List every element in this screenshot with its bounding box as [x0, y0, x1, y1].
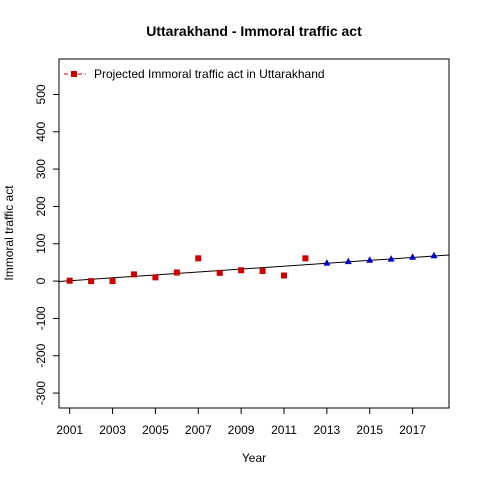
data-point-square [302, 255, 309, 262]
x-tick-label: 2013 [314, 423, 341, 437]
data-point-square [88, 278, 95, 285]
data-point-triangle [430, 251, 438, 259]
y-tick-label: 100 [34, 233, 48, 253]
x-tick-label: 2003 [99, 423, 126, 437]
data-point-triangle [344, 257, 352, 265]
y-tick-label: -200 [34, 343, 48, 367]
data-point-square [173, 269, 180, 276]
x-tick-label: 2001 [56, 423, 83, 437]
x-axis: 2001 2003 2005 2007 2009 2011 2013 2015 2017 [56, 408, 426, 437]
data-point-square [195, 255, 202, 262]
y-tick-label: -300 [34, 381, 48, 405]
data-point-square [216, 269, 223, 276]
x-tick-label: 2017 [399, 423, 426, 437]
y-tick-label: 200 [34, 196, 48, 216]
plot-frame [58, 58, 450, 409]
chart-title: Uttarakhand - Immoral traffic act [146, 23, 362, 39]
data-point-triangle [409, 253, 417, 260]
y-tick-label: -100 [34, 306, 48, 330]
x-tick-label: 2011 [271, 423, 297, 437]
data-point-square [281, 272, 287, 279]
data-point-square [131, 271, 137, 278]
legend: Projected Immoral traffic act in Uttarak… [64, 67, 325, 81]
y-tick-label: 400 [34, 121, 48, 141]
x-tick-label: 2005 [142, 423, 169, 437]
data-point-square [66, 277, 73, 284]
y-axis-label: Immoral traffic act [2, 185, 16, 281]
data-point-triangle [387, 255, 395, 262]
data-point-square [152, 274, 159, 281]
x-tick-label: 2007 [185, 423, 212, 437]
y-tick-label: 0 [34, 277, 48, 284]
legend-label: Projected Immoral traffic act in Uttarak… [94, 67, 325, 81]
y-tick-label: 500 [34, 84, 48, 104]
x-tick-label: 2015 [356, 423, 383, 437]
legend-marker [71, 71, 77, 77]
data-point-square [259, 268, 266, 275]
data-point-square [238, 267, 245, 274]
data-point-triangle [323, 259, 331, 266]
data-point-triangle [366, 256, 374, 263]
data-point-square [109, 278, 116, 285]
x-tick-label: 2009 [228, 423, 255, 437]
trend-line [58, 254, 450, 282]
y-tick-label: 300 [34, 159, 48, 179]
x-axis-label: Year [242, 451, 266, 465]
y-axis: -300 -200 -100 0 100 200 300 400 500 [34, 84, 59, 405]
